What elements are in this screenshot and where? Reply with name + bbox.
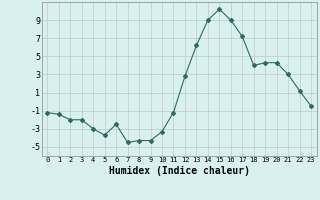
X-axis label: Humidex (Indice chaleur): Humidex (Indice chaleur) — [109, 166, 250, 176]
